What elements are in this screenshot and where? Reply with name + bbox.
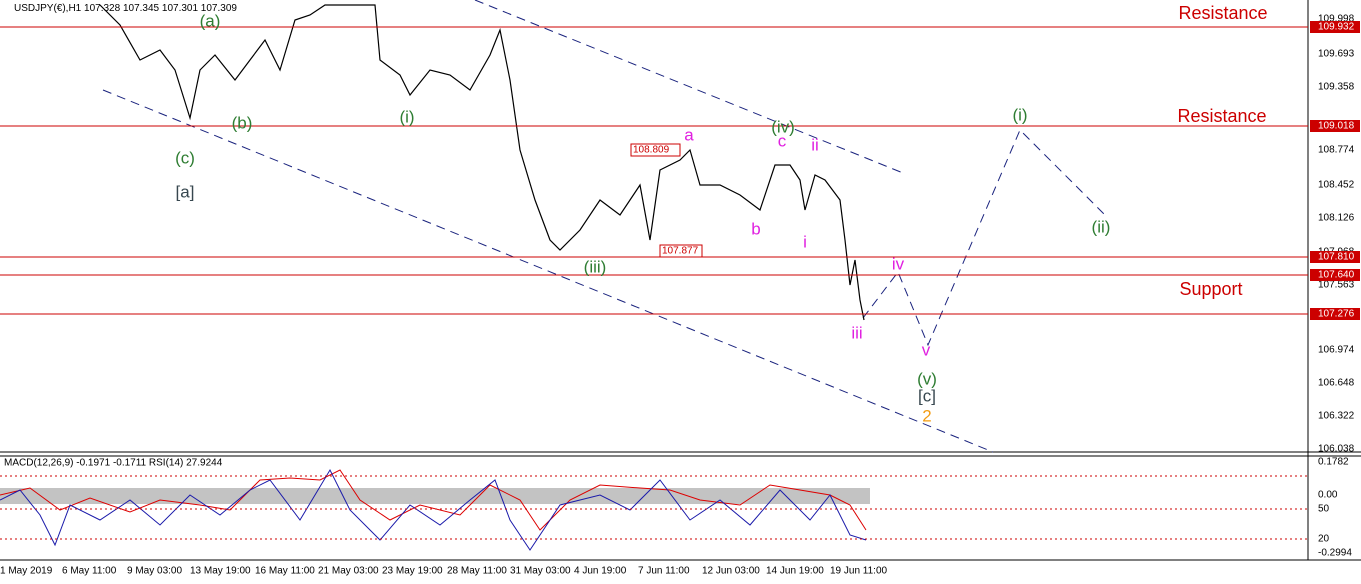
indicator-header: MACD(12,26,9) -0.1971 -0.1711 RSI(14) 27… <box>4 458 223 469</box>
indicator-label: 0.1782 <box>1318 457 1349 468</box>
price-tag <box>1310 251 1360 263</box>
zone-label: Resistance <box>1177 106 1266 126</box>
price-label: 106.038 <box>1318 444 1355 455</box>
price-tag-text: 109.018 <box>1318 121 1355 132</box>
price-tag <box>1310 21 1360 33</box>
date-label: 1 May 2019 <box>0 566 53 577</box>
indicator-label: 0.00 <box>1318 490 1338 501</box>
symbol: USDJPY(€),H1 <box>14 3 82 14</box>
price-tag-text: 107.276 <box>1318 309 1355 320</box>
wave-label: iv <box>892 254 905 273</box>
date-label: 23 May 19:00 <box>382 566 443 577</box>
price-tag-text: 107.877 <box>662 246 699 257</box>
wave-label: [a] <box>176 182 195 201</box>
price-label: 109.358 <box>1318 82 1355 93</box>
price-path <box>99 4 865 321</box>
projection <box>862 129 1106 347</box>
rsi-line <box>0 468 867 551</box>
channel-line <box>474 0 904 174</box>
date-label: 14 Jun 19:00 <box>766 566 824 577</box>
indicator-label: 50 <box>1318 504 1330 515</box>
price-tag <box>1310 308 1360 320</box>
price-tag-box <box>630 143 681 157</box>
date-label: 12 Jun 03:00 <box>702 566 760 577</box>
wave-label: i <box>803 232 807 251</box>
date-label: 9 May 03:00 <box>127 566 182 577</box>
date-label: 28 May 11:00 <box>447 566 507 577</box>
price-tag-text: 107.810 <box>1318 252 1355 263</box>
date-label: 13 May 19:00 <box>190 566 251 577</box>
wave-label: iii <box>851 323 862 342</box>
date-label: 4 Jun 19:00 <box>574 566 627 577</box>
macd-signal <box>0 469 867 531</box>
price-tag <box>1310 269 1360 281</box>
wave-label: (i) <box>399 107 414 126</box>
zone-label: Support <box>1179 279 1242 299</box>
date-label: 31 May 03:00 <box>510 566 571 577</box>
price-label: 106.322 <box>1318 411 1355 422</box>
wave-label: (a) <box>200 11 221 30</box>
wave-label: (iv) <box>771 117 795 136</box>
wave-label: c <box>778 131 787 150</box>
wave-label: (v) <box>917 369 937 388</box>
wave-label: b <box>751 219 760 238</box>
channel-line <box>102 89 994 453</box>
indicator-label: -0.2994 <box>1318 548 1352 559</box>
wave-label: (iii) <box>584 257 607 276</box>
indicator-label: 20 <box>1318 534 1330 545</box>
header: USDJPY(€),H1 107.328 107.345 107.301 107… <box>14 3 237 14</box>
wave-label: (c) <box>175 148 195 167</box>
price-tag-text: 107.640 <box>1318 270 1355 281</box>
price-label: 108.126 <box>1318 213 1355 224</box>
wave-label: (b) <box>232 113 253 132</box>
zone-label: Resistance <box>1178 3 1267 23</box>
wave-label: a <box>684 125 694 144</box>
price-label: 108.774 <box>1318 145 1355 156</box>
price-label: 107.563 <box>1318 280 1355 291</box>
price-tag <box>1310 120 1360 132</box>
price-tag-box <box>659 244 703 258</box>
date-label: 19 Jun 11:00 <box>830 566 888 577</box>
date-label: 6 May 11:00 <box>62 566 117 577</box>
wave-label: [c] <box>918 386 936 405</box>
date-label: 16 May 11:00 <box>255 566 315 577</box>
wave-label: (ii) <box>1092 217 1111 236</box>
price-label: 106.648 <box>1318 378 1355 389</box>
price-label: 108.452 <box>1318 180 1355 191</box>
price-label: 109.693 <box>1318 49 1355 60</box>
wave-label: 2 <box>922 406 931 425</box>
price-label: 106.974 <box>1318 345 1355 356</box>
price-tag-text: 109.932 <box>1318 22 1355 33</box>
price-tag-text: 108.809 <box>633 145 670 156</box>
wave-label: v <box>922 340 931 359</box>
price-label: 109.998 <box>1318 14 1355 25</box>
date-label: 21 May 03:00 <box>318 566 379 577</box>
wave-label: ii <box>811 135 819 154</box>
date-label: 7 Jun 11:00 <box>638 566 690 577</box>
quote: 107.328 107.345 107.301 107.309 <box>84 3 237 14</box>
wave-label: (i) <box>1012 105 1027 124</box>
